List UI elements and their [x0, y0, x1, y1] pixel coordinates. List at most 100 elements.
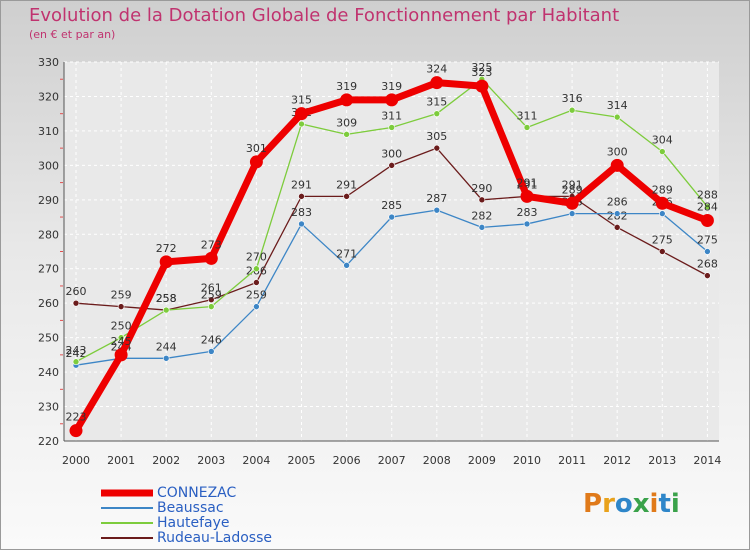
- data-point-beaussac: [343, 261, 350, 269]
- data-point-beaussac: [253, 303, 260, 310]
- data-label-rudeau-ladosse: 259: [111, 289, 132, 302]
- y-tick-label-260: 260: [38, 297, 59, 310]
- data-point-connezac: [385, 93, 399, 107]
- data-point-beaussac: [162, 355, 170, 362]
- data-point-hautefaye: [117, 334, 125, 341]
- legend-label-beaussac: Beaussac: [157, 500, 224, 516]
- y-tick-label-290: 290: [38, 194, 59, 207]
- data-point-rudeau-ladosse: [613, 224, 621, 231]
- data-label-connezac: 272: [156, 242, 177, 255]
- data-label-beaussac: 287: [426, 192, 447, 205]
- data-label-hautefaye: 316: [562, 92, 583, 105]
- y-tick-label-270: 270: [38, 263, 59, 276]
- data-label-connezac: 315: [291, 94, 312, 107]
- data-label-connezac: 223: [66, 411, 87, 424]
- y-tick-label-230: 230: [38, 401, 59, 414]
- data-point-beaussac: [208, 348, 215, 355]
- data-point-rudeau-ladosse: [208, 296, 215, 304]
- x-tick-label-2005: 2005: [288, 454, 316, 467]
- x-tick-label-2000: 2000: [62, 454, 90, 467]
- data-label-rudeau-ladosse: 258: [156, 292, 177, 305]
- data-point-hautefaye: [208, 303, 215, 310]
- legend-label-hautefaye: Hautefaye: [157, 515, 230, 531]
- data-label-hautefaye: 311: [517, 109, 538, 122]
- data-point-beaussac: [658, 210, 666, 217]
- data-label-beaussac: 244: [156, 340, 177, 353]
- data-point-rudeau-ladosse: [343, 193, 350, 200]
- data-point-beaussac: [568, 210, 576, 217]
- data-point-rudeau-ladosse: [658, 248, 666, 255]
- data-label-connezac: 319: [336, 80, 357, 93]
- x-tick-label-2012: 2012: [603, 454, 631, 467]
- legend-item-rudeau-ladosse: Rudeau-Ladosse: [101, 530, 272, 546]
- y-tick-label-320: 320: [38, 90, 59, 103]
- y-tick-label-310: 310: [38, 125, 59, 138]
- chart-title: Evolution de la Dotation Globale de Fonc…: [29, 5, 620, 26]
- data-point-connezac: [475, 79, 489, 93]
- data-label-connezac: 245: [111, 335, 132, 348]
- data-label-beaussac: 283: [517, 206, 538, 219]
- data-point-rudeau-ladosse: [433, 144, 441, 152]
- x-tick-label-2010: 2010: [513, 454, 541, 467]
- data-point-rudeau-ladosse: [704, 272, 711, 279]
- data-point-beaussac: [704, 248, 711, 255]
- data-label-connezac: 289: [652, 183, 673, 196]
- data-point-hautefaye: [658, 148, 666, 155]
- data-point-hautefaye: [388, 124, 396, 131]
- data-point-connezac: [249, 155, 263, 169]
- data-label-beaussac: 259: [246, 289, 267, 302]
- data-label-connezac: 301: [246, 142, 267, 155]
- data-point-hautefaye: [568, 106, 576, 114]
- data-label-connezac: 289: [562, 183, 583, 196]
- data-point-connezac: [159, 255, 173, 269]
- x-tick-label-2001: 2001: [107, 454, 135, 467]
- data-label-hautefaye: 315: [426, 96, 447, 109]
- data-point-beaussac: [298, 220, 305, 228]
- data-point-connezac: [700, 213, 714, 227]
- y-tick-label-220: 220: [38, 435, 59, 448]
- data-label-beaussac: 286: [607, 196, 628, 209]
- data-point-beaussac: [613, 210, 621, 217]
- y-tick-label-280: 280: [38, 228, 59, 241]
- data-point-connezac: [340, 93, 354, 107]
- x-tick-label-2014: 2014: [693, 454, 721, 467]
- data-label-connezac: 291: [517, 176, 538, 189]
- data-point-rudeau-ladosse: [388, 162, 396, 169]
- data-label-hautefaye: 243: [66, 344, 87, 357]
- data-point-beaussac: [523, 220, 531, 228]
- data-label-hautefaye: 250: [111, 320, 132, 333]
- data-point-hautefaye: [343, 131, 350, 138]
- data-label-rudeau-ladosse: 305: [426, 130, 447, 143]
- data-label-rudeau-ladosse: 291: [291, 178, 312, 191]
- data-point-hautefaye: [433, 110, 441, 117]
- data-label-beaussac: 282: [471, 209, 492, 222]
- data-point-beaussac: [478, 224, 486, 231]
- data-point-connezac: [520, 189, 534, 203]
- data-point-beaussac: [433, 206, 441, 214]
- data-label-rudeau-ladosse: 290: [471, 182, 492, 195]
- data-label-hautefaye: 304: [652, 134, 673, 147]
- legend-item-beaussac: Beaussac: [101, 500, 224, 516]
- data-point-rudeau-ladosse: [253, 279, 260, 286]
- x-tick-label-2013: 2013: [648, 454, 676, 467]
- data-label-beaussac: 246: [201, 333, 222, 346]
- data-label-hautefaye: 325: [471, 61, 492, 74]
- x-tick-label-2008: 2008: [423, 454, 451, 467]
- data-point-connezac: [114, 348, 128, 362]
- x-tick-label-2004: 2004: [242, 454, 270, 467]
- y-tick-label-240: 240: [38, 366, 59, 379]
- data-point-connezac: [69, 424, 83, 438]
- data-label-connezac: 273: [201, 238, 222, 251]
- data-point-hautefaye: [613, 113, 621, 121]
- data-label-rudeau-ladosse: 300: [381, 147, 402, 160]
- proxiti-logo: Proxiti: [583, 489, 680, 519]
- legend-label-connezac: CONNEZAC: [157, 485, 237, 501]
- data-label-connezac: 319: [381, 80, 402, 93]
- data-label-rudeau-ladosse: 268: [697, 258, 718, 271]
- x-tick-label-2007: 2007: [378, 454, 406, 467]
- data-label-hautefaye: 309: [336, 116, 357, 129]
- data-point-hautefaye: [298, 120, 305, 128]
- chart-subtitle: (en € et par an): [29, 28, 116, 41]
- data-label-rudeau-ladosse: 291: [562, 178, 583, 191]
